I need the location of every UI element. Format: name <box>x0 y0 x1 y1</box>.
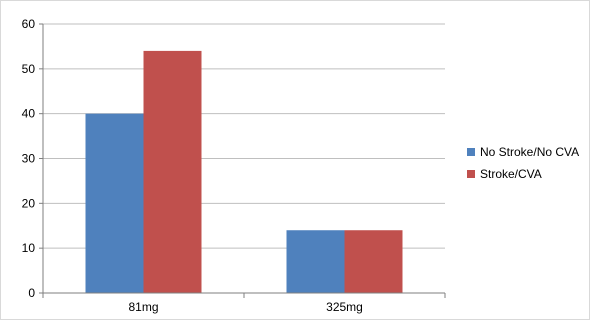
legend-label-0: No Stroke/No CVA <box>480 145 579 159</box>
y-tick-label-30: 30 <box>22 152 36 166</box>
x-tick-label-325mg: 325mg <box>326 300 363 314</box>
y-tick-labels: 0 10 20 30 40 50 60 <box>22 17 36 300</box>
axes <box>39 23 446 298</box>
y-tick-label-50: 50 <box>22 62 36 76</box>
legend-swatch-0 <box>467 148 475 156</box>
legend-label-1: Stroke/CVA <box>480 167 542 181</box>
bar-81mg-stroke <box>143 50 202 294</box>
legend-swatch-1 <box>467 170 475 178</box>
y-tick-label-10: 10 <box>22 241 36 255</box>
bar-325mg-no-stroke <box>286 230 345 293</box>
y-tick-label-0: 0 <box>28 286 35 300</box>
y-tick-label-60: 60 <box>22 17 36 31</box>
legend: No Stroke/No CVA Stroke/CVA <box>467 145 579 181</box>
bar-325mg-stroke <box>344 230 403 293</box>
x-tick-label-81mg: 81mg <box>128 300 158 314</box>
y-tick-label-40: 40 <box>22 107 36 121</box>
x-tick-labels: 81mg 325mg <box>128 300 362 314</box>
bars <box>85 50 403 294</box>
y-tick-label-20: 20 <box>22 196 36 210</box>
bar-81mg-no-stroke <box>85 113 144 294</box>
